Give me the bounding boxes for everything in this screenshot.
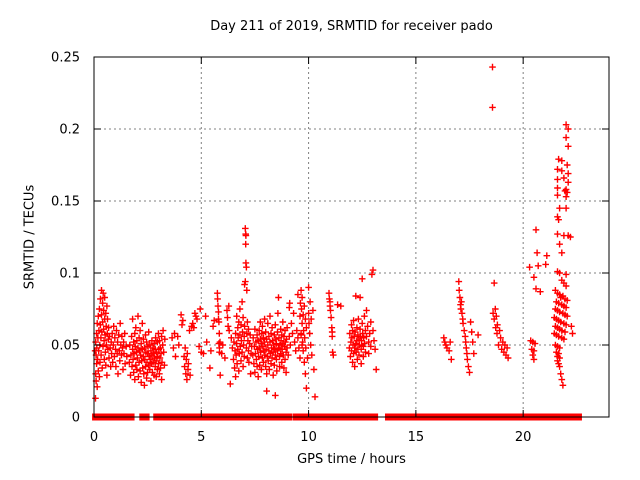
x-axis-label: GPS time / hours — [297, 452, 406, 467]
y-tick-label: 0.2 — [59, 123, 80, 138]
y-tick-label: 0.15 — [51, 195, 80, 210]
chart-title: Day 211 of 2019, SRMTID for receiver pad… — [210, 19, 493, 34]
plot-border — [93, 56, 610, 418]
y-tick-label: 0.05 — [51, 339, 80, 354]
y-tick-label: 0.25 — [51, 51, 80, 66]
y-tick-label: 0 — [72, 411, 80, 426]
tick-marks — [93, 56, 609, 418]
x-tick-label: 10 — [300, 430, 317, 445]
data-points-SRMTID — [91, 63, 576, 402]
x-tick-label: 15 — [408, 430, 425, 445]
x-tick-label: 20 — [515, 430, 532, 445]
x-tick-label: 0 — [90, 430, 98, 445]
x-tick-label: 5 — [197, 430, 205, 445]
x-tick-labels: 0 5 10 15 20 — [90, 430, 532, 445]
y-tick-labels: 0 0.05 0.1 0.15 0.2 0.25 — [51, 51, 80, 426]
y-tick-label: 0.1 — [59, 267, 80, 282]
